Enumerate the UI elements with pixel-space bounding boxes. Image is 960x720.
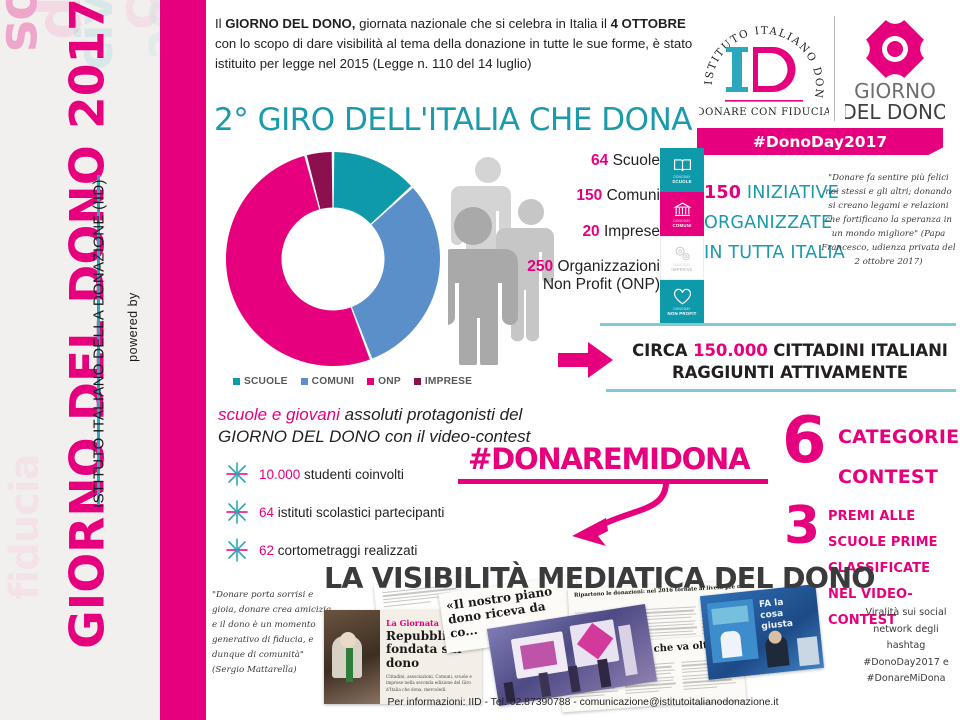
clipping-fa-la-cosa-giusta: FA la cosa giusta [699,584,825,680]
intro-paragraph: Il GIORNO DEL DONO, giornata nazionale c… [215,16,693,72]
viralita-note: Viralità sui social network degli hashta… [863,607,949,684]
chart-legend: SCUOLE COMUNI ONP IMPRESE [233,376,472,387]
watermark-text: fiducia [2,454,48,600]
iniziative-line2: ORGANIZZATE [704,213,833,234]
stat-scuole: 64 Scuole [591,152,660,169]
asterisk-icon [226,538,248,562]
badge-imprese: DONODAY IMPRESE [660,236,704,280]
quote-papa-francesco: "Donare fa sentire più felici noi stessi… [821,173,956,267]
iid-tagline: DONARE CON FIDUCIA [699,107,829,118]
book-icon [673,158,691,171]
giorno-del-dono-logo: GIORNO DEL DONO [845,8,945,124]
footer-contact: Per informazioni: IID - Tel. 02.87390788… [387,697,779,708]
donaremidona-hashtag: #DONAREMIDONA [468,442,751,476]
badge-kicker: DONODAY [673,174,691,179]
legend-item: ONP [367,376,401,387]
left-banner: solidarietà dono civile carità 2017 fidu… [0,0,160,720]
watermark-text: 2017 [140,0,160,60]
intro-bold-gdd: GIORNO DEL DONO, [225,16,356,31]
list-item-label: 10.000 studenti coinvolti [259,466,404,482]
lead-highlight: scuole e giovani [218,405,340,424]
list-item-label: 64 istituti scolastici partecipanti [259,504,445,520]
people-silhouettes-icon [448,157,554,365]
categorie-labels: CATEGORIE CONTEST [838,418,959,498]
legend-item: SCUOLE [233,376,288,387]
clipping-body: Cittadini, associazioni, Comuni, scuole … [386,674,472,692]
clipping-headline: FA la cosa giusta [758,597,794,632]
organization-name: ISTITUTO ITALIANO DELLA DONAZIONE (IID) [90,179,108,508]
badge-label: SCUOLE [672,179,692,185]
gdd-line1: GIORNO [854,79,936,103]
quote-mattarella: "Donare porta sorrisi e gioia, donare cr… [212,590,334,675]
contest-label: CONTEST [838,465,938,488]
premi-labels: PREMI ALLE SCUOLE PRIME CLASSIFICATE NEL… [828,504,960,634]
clipping-kicker: La Giornata [386,618,439,628]
badge-non-profit: DONODAY NON PROFIT [660,280,704,324]
logo-divider [834,16,835,121]
stat-comuni: 150 Comuni [576,187,660,205]
list-item-label: 62 cortometraggi realizzati [259,542,418,558]
hashtag-underline [458,479,768,484]
iid-logo: ISTITUTO ITALIANO DONAZIONE DONARE CON F… [699,10,829,118]
premi-number: 3 [784,496,821,556]
stat-imprese: 20 Imprese [582,222,660,240]
badge-label: IMPRESE [671,267,693,273]
gears-icon [675,246,690,260]
bank-icon [672,202,692,216]
badge-label: NON PROFIT [667,311,697,317]
list-item: 10.000 studenti coinvolti [224,455,524,493]
main-content: Il GIORNO DEL DONO, giornata nazionale c… [206,0,960,720]
donut-chart-block: SCUOLE COMUNI ONP IMPRESE [220,148,472,413]
curved-arrow-icon [572,481,669,546]
badge-scuole: DONODAY SCUOLE [660,148,704,192]
badge-comuni: DONODAY COMUNI [660,192,704,236]
asterisk-icon [226,500,248,524]
legend-item: IMPRESE [413,376,472,387]
video-contest-bullets: 10.000 studenti coinvolti 64 istituti sc… [224,455,524,569]
badge-label: COMUNI [672,223,692,229]
premi-line-2: CLASSIFICATE NEL VIDEO-CONTEST [828,561,931,628]
iniziative-line1: 150 INIZIATIVE [704,183,839,203]
gdd-line2: DEL DONO [845,100,945,124]
logo-block: ISTITUTO ITALIANO DONAZIONE DONARE CON F… [695,6,948,158]
badge-kicker: DONODAY [673,218,691,223]
clipping-repubblica: La Giornata Repubblica fondata sul dono … [324,610,482,704]
iniziative-block: 150 INIZIATIVE ORGANIZZATE IN TUTTA ITAL… [704,178,845,268]
badge-kicker: DONODAY [673,262,691,267]
categorie-label: CATEGORIE [838,426,960,448]
horizontal-rule [600,323,956,326]
list-item: 62 cortometraggi realizzati [224,531,524,569]
intro-bold-date: 4 OTTOBRE [610,16,686,31]
cittadini-banner: CIRCA 150.000 CITTADINI ITALIANI RAGGIUNT… [632,341,948,382]
section-title: 2° GIRO DELL'ITALIA CHE DONA [214,102,692,138]
press-clippings-collage: La Giornata Repubblica fondata sul dono … [324,574,854,713]
asterisk-icon [226,462,248,486]
category-badges: DONODAY SCUOLE DONODAY COMUNI DONODAY IM… [660,148,704,324]
arrow-right-icon [558,342,613,378]
media-visibility-heading: LA VISIBILITÀ MEDIATICA DEL DONO [324,562,875,595]
cittadini-number: 150.000 [693,341,768,360]
donut-chart [225,151,441,367]
horizontal-rule [606,389,956,392]
powered-by-label: powered by [126,292,140,362]
list-item: 64 istituti scolastici partecipanti [224,493,524,531]
donut-slice-comuni [333,187,441,359]
heart-icon [673,288,691,305]
title-divider [97,175,100,505]
video-contest-lead: scuole e giovani assoluti protagonisti d… [218,405,531,447]
stat-onp: 250 Organizzazioni Non Profit (ONP) [527,257,660,294]
categorie-number: 6 [782,404,827,478]
donoday-hashtag-ribbon: #DonoDay2017 [697,128,943,155]
legend-item: COMUNI [300,376,355,387]
premi-line-1: PREMI ALLE SCUOLE PRIME [828,509,938,550]
clipping-headline: Repubblica fondata sul dono [386,629,462,670]
badge-kicker: DONODAY [673,306,691,311]
pink-stripe [160,0,206,720]
iniziative-line3: IN TUTTA ITALIA [704,243,845,264]
stats-list: 64 Scuole 150 Comuni 20 Imprese 250 Orga… [486,152,660,294]
